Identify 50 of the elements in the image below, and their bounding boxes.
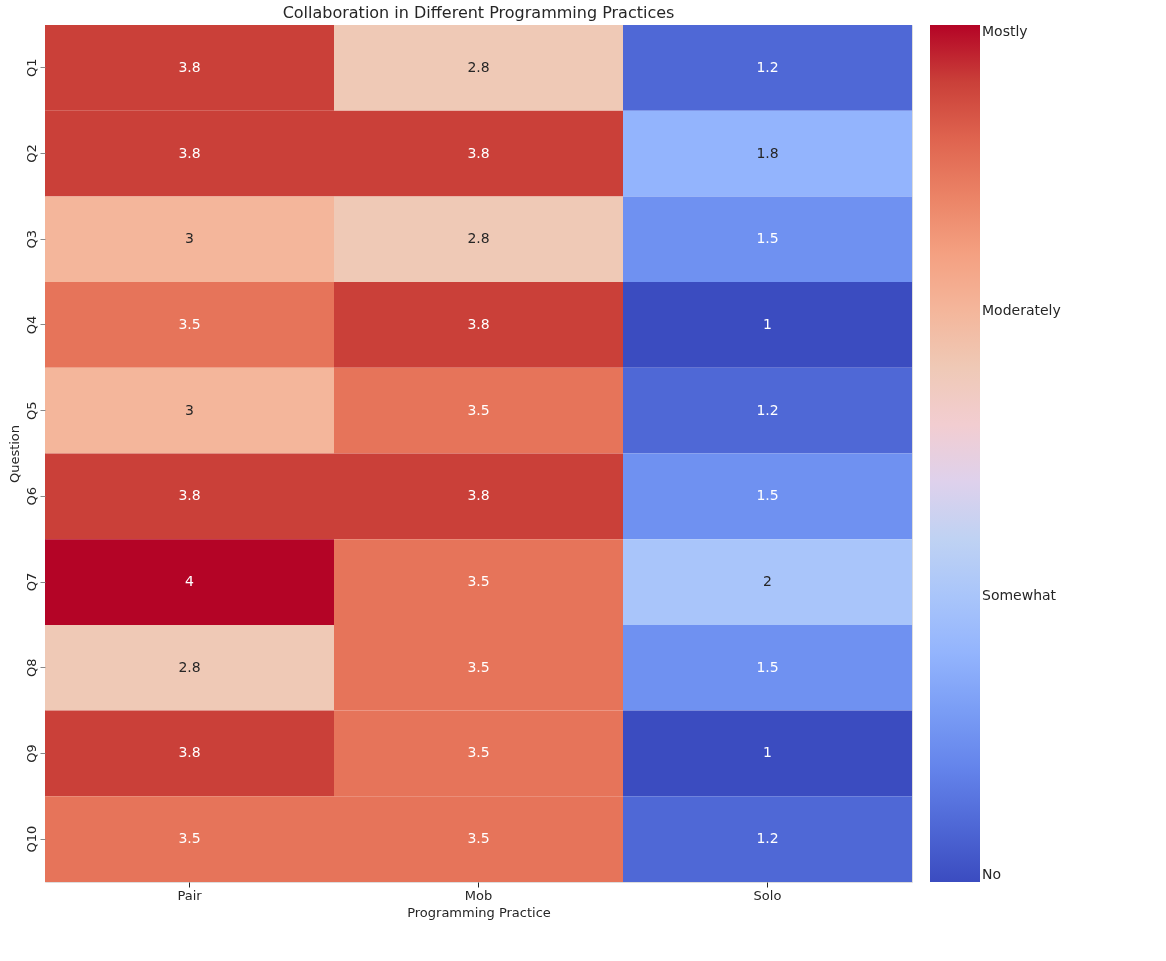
data-label: 3.8 (178, 487, 201, 504)
data-label: 3 (185, 401, 194, 418)
color-bar-label: Somewhat (982, 587, 1057, 604)
y-tick-label: Q1 (23, 58, 39, 78)
color-bar-label: Moderately (982, 301, 1061, 318)
data-label: 3.5 (467, 830, 490, 847)
data-label: 3.8 (178, 58, 201, 75)
y-tick-label: Q2 (23, 144, 39, 163)
x-tick-label: Pair (177, 887, 203, 903)
chart-title: Collaboration in Different Programming Practices (282, 3, 675, 22)
y-tick-label: Q10 (23, 825, 39, 853)
color-bar-label: Mostly (982, 23, 1028, 39)
y-tick-label: Q8 (23, 658, 39, 678)
y-tick-label: Q7 (23, 572, 39, 592)
y-tick-label: Q6 (23, 487, 39, 506)
y-axis-title: Question (6, 424, 22, 484)
data-label: 4 (185, 573, 195, 590)
data-label: 3.5 (178, 830, 201, 847)
data-label: 1.2 (756, 58, 779, 75)
y-tick-label: Q4 (23, 315, 39, 335)
data-label: 3.8 (178, 744, 201, 761)
y-tick-label: Q3 (23, 229, 39, 249)
data-label: 2.8 (467, 58, 490, 75)
data-label: 1.8 (756, 144, 779, 161)
data-label: 3.5 (467, 401, 490, 418)
y-tick-label: Q5 (23, 401, 39, 420)
data-label: 1.5 (756, 230, 779, 247)
data-label: 2.8 (467, 230, 490, 247)
data-label: 2 (763, 573, 772, 590)
data-label: 3.8 (178, 144, 201, 161)
data-label: 1.5 (756, 487, 779, 504)
data-label: 3.5 (178, 315, 201, 332)
data-label: 3.5 (467, 744, 490, 761)
color-bar-label: No (982, 866, 1002, 882)
data-label: 3.5 (467, 573, 490, 590)
y-tick-label: Q9 (23, 744, 39, 763)
data-label: 1 (763, 315, 772, 332)
x-tick-label: Solo (753, 887, 782, 903)
data-label: 1.5 (756, 658, 779, 675)
data-label: 1.2 (756, 830, 779, 847)
x-axis-title: Programming Practice (407, 904, 551, 920)
data-label: 3.8 (467, 315, 490, 332)
data-label: 3 (185, 230, 194, 247)
data-label: 3.5 (467, 658, 490, 675)
x-tick-label: Mob (464, 887, 493, 903)
data-label: 3.8 (467, 144, 490, 161)
data-label: 2.8 (178, 658, 201, 675)
data-label: 3.8 (467, 487, 490, 504)
data-label: 1.2 (756, 401, 779, 418)
data-label: 1 (763, 744, 772, 761)
